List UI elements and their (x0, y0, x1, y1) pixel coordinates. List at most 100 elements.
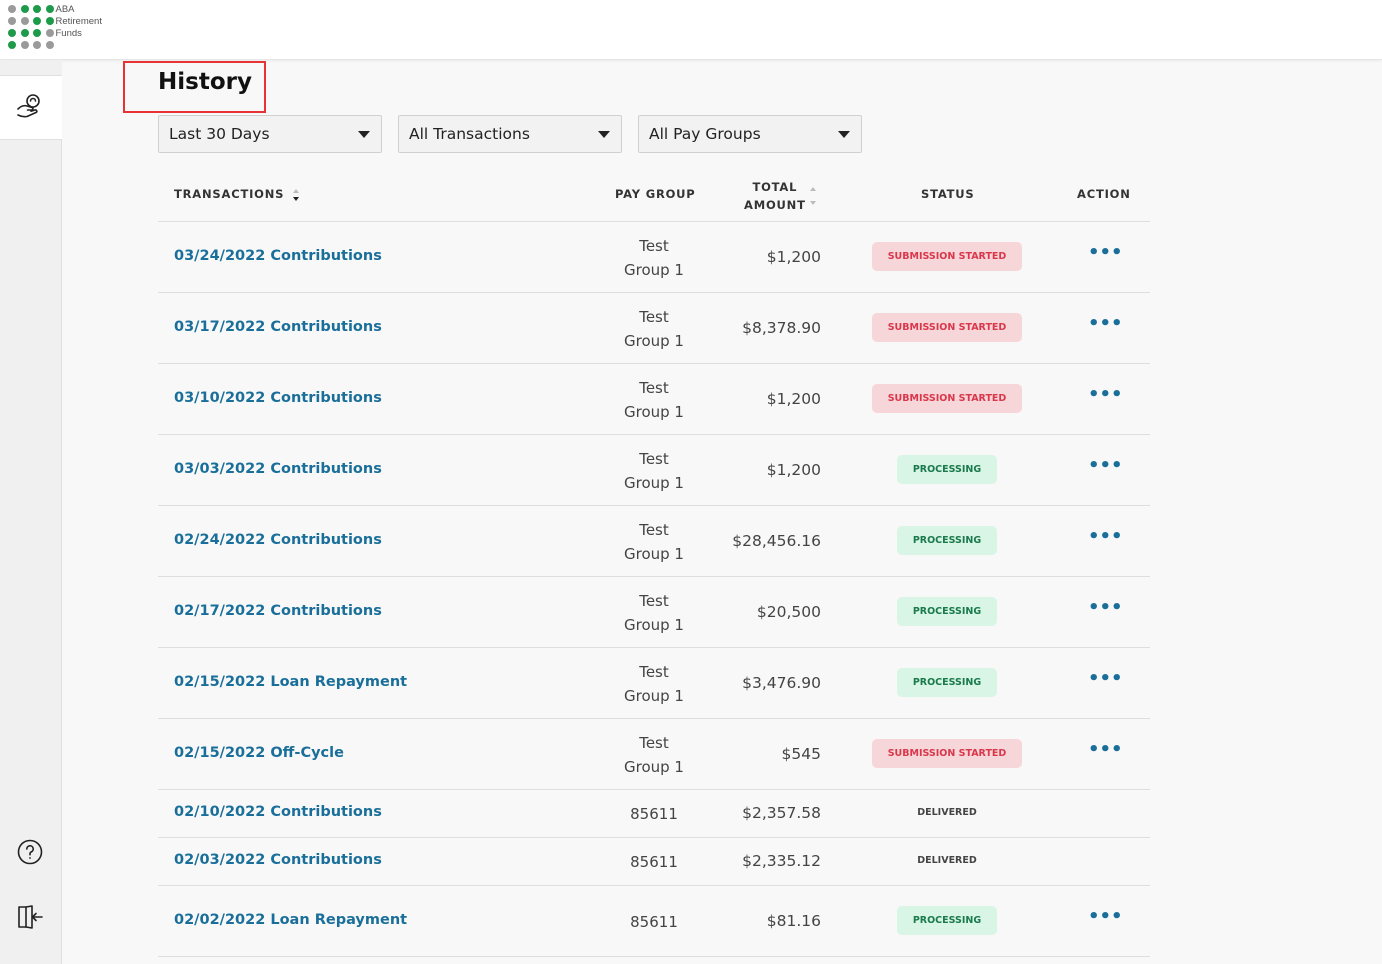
pay-group-cell: Test Group 1 (594, 660, 714, 708)
help-circle-icon[interactable] (16, 838, 44, 866)
logout-icon[interactable] (16, 903, 44, 931)
transaction-type-dropdown[interactable]: All Transactions (398, 115, 622, 153)
status-cell: PROCESSING (858, 454, 1036, 484)
pay-group-line: Test (639, 307, 669, 326)
pay-group-line: Group 1 (624, 686, 684, 705)
pay-group-cell: Test Group 1 (594, 518, 714, 566)
table-row: 03/17/2022 Contributions Test Group 1 $8,37… (158, 293, 1150, 364)
more-actions-icon[interactable]: ••• (1088, 312, 1123, 334)
status-cell: DELIVERED (858, 807, 1036, 818)
sort-icon (293, 188, 300, 201)
logo-dot (33, 29, 41, 37)
logo-dot (20, 29, 29, 37)
status-badge: SUBMISSION STARTED (871, 241, 1023, 271)
page-title: History (158, 69, 252, 95)
transaction-link[interactable]: 02/02/2022 Loan Repayment (174, 911, 408, 928)
logo-dot (20, 41, 29, 49)
table-row: 02/10/2022 Contributions 85611 $2,357.58 DE… (158, 790, 1150, 838)
date-range-dropdown[interactable]: Last 30 Days (158, 115, 382, 153)
pay-group-line: Test (639, 520, 669, 539)
logo-dot (8, 5, 16, 13)
status-badge: PROCESSING (896, 596, 998, 626)
sidebar-top-tab[interactable] (0, 61, 62, 76)
sort-icon (809, 187, 816, 205)
total-amount-cell: $8,378.90 (742, 318, 821, 337)
pay-group-line: 85611 (630, 853, 678, 871)
sidebar (0, 61, 62, 964)
logo-dots (8, 5, 54, 49)
transaction-link[interactable]: 02/17/2022 Contributions (174, 602, 382, 619)
more-actions-icon[interactable]: ••• (1088, 454, 1123, 476)
top-bar: ABA Retirement Funds (0, 0, 1382, 60)
table-row: 03/10/2022 Contributions Test Group 1 $1,20… (158, 364, 1150, 435)
header-transactions[interactable]: TRANSACTIONS (174, 187, 300, 202)
pay-group-cell: Test Group 1 (594, 731, 714, 779)
pay-group-line: Group 1 (624, 544, 684, 563)
status-cell: PROCESSING (858, 525, 1036, 555)
sidebar-item-contributions[interactable] (0, 76, 62, 140)
pay-group-cell: Test Group 1 (594, 447, 714, 495)
pay-group-dropdown[interactable]: All Pay Groups (638, 115, 862, 153)
logo-dot (20, 17, 29, 25)
dropdown-value: All Transactions (409, 125, 530, 143)
pay-group-line: 85611 (630, 805, 678, 823)
more-actions-icon[interactable]: ••• (1088, 738, 1123, 760)
transaction-link[interactable]: 03/17/2022 Contributions (174, 318, 382, 335)
total-amount-cell: $2,357.58 (742, 804, 821, 822)
logo-dot (33, 5, 41, 13)
transaction-link[interactable]: 02/15/2022 Off-Cycle (174, 744, 344, 761)
header-total-line1: TOTAL (752, 180, 798, 194)
transaction-link[interactable]: 02/24/2022 Contributions (174, 531, 382, 548)
pay-group-line: Test (639, 236, 669, 255)
logo-dot (20, 5, 29, 13)
pay-group-line: 85611 (630, 912, 678, 931)
table-row: 03/03/2022 Contributions Test Group 1 $1,20… (158, 435, 1150, 506)
header-total-amount[interactable]: TOTAL AMOUNT (744, 178, 817, 214)
title-highlight-box (123, 61, 266, 113)
status-badge: SUBMISSION STARTED (871, 383, 1023, 413)
pay-group-line: Group 1 (624, 331, 684, 350)
logo-dot (8, 17, 16, 25)
transaction-link[interactable]: 03/10/2022 Contributions (174, 389, 382, 406)
logo-line-2: Retirement (55, 16, 102, 27)
pay-group-line: Test (639, 733, 669, 752)
more-actions-icon[interactable]: ••• (1088, 667, 1123, 689)
hand-coin-icon (16, 92, 46, 124)
more-actions-icon[interactable]: ••• (1088, 525, 1123, 547)
more-actions-icon[interactable]: ••• (1088, 596, 1123, 618)
pay-group-cell: 85611 (594, 850, 714, 874)
pay-group-line: Test (639, 591, 669, 610)
total-amount-cell: $2,335.12 (742, 852, 821, 870)
transaction-link[interactable]: 02/15/2022 Loan Repayment (174, 673, 408, 690)
total-amount-cell: $28,456.16 (732, 531, 821, 550)
status-badge: PROCESSING (896, 454, 998, 484)
caret-down-icon (598, 131, 610, 138)
pay-group-line: Group 1 (624, 402, 684, 421)
total-amount-cell: $1,200 (766, 389, 821, 408)
transaction-link[interactable]: 03/03/2022 Contributions (174, 460, 382, 477)
status-badge: PROCESSING (896, 667, 998, 697)
table-row: 02/03/2022 Contributions 85611 $2,335.12 DE… (158, 838, 1150, 886)
table-row: 02/02/2022 Loan Repayment 85611 $81.16 PROC… (158, 886, 1150, 957)
more-actions-icon[interactable]: ••• (1088, 383, 1123, 405)
caret-down-icon (838, 131, 850, 138)
pay-group-line: Group 1 (624, 260, 684, 279)
logo-dot (45, 5, 54, 13)
logo-dot (45, 29, 54, 37)
logo-dot (33, 17, 41, 25)
aba-logo[interactable]: ABA Retirement Funds (8, 4, 102, 49)
status-cell: PROCESSING (858, 596, 1036, 626)
transaction-link[interactable]: 02/10/2022 Contributions (174, 804, 382, 820)
status-cell: DELIVERED (858, 855, 1036, 866)
more-actions-icon[interactable]: ••• (1088, 241, 1123, 263)
pay-group-cell: 85611 (594, 910, 714, 934)
header-status: STATUS (921, 187, 975, 201)
transaction-link[interactable]: 03/24/2022 Contributions (174, 247, 382, 264)
header-divider (158, 221, 1150, 222)
logo-dot (45, 41, 54, 49)
total-amount-cell: $545 (781, 744, 821, 763)
more-actions-icon[interactable]: ••• (1088, 905, 1123, 927)
transaction-link[interactable]: 02/03/2022 Contributions (174, 852, 382, 868)
status-badge: PROCESSING (896, 525, 998, 555)
pay-group-line: Group 1 (624, 473, 684, 492)
